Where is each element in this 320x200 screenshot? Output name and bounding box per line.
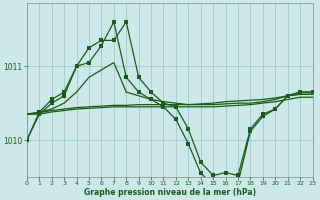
X-axis label: Graphe pression niveau de la mer (hPa): Graphe pression niveau de la mer (hPa)	[84, 188, 256, 197]
